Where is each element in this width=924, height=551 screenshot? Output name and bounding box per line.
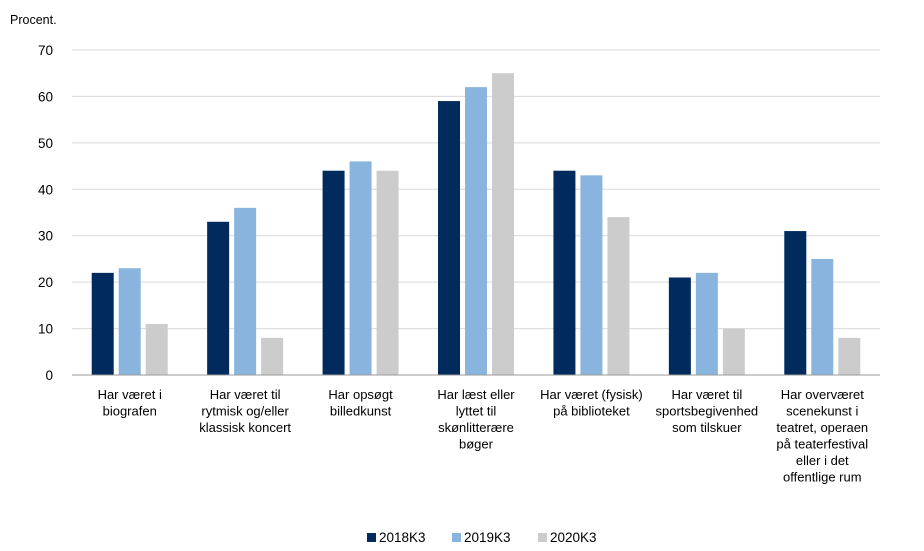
legend-swatch-2018K3: [367, 533, 376, 542]
bar-2018K3-2: [322, 170, 345, 375]
bar-2019K3-3: [465, 87, 487, 376]
y-tick-label: 20: [38, 275, 53, 290]
y-axis-ticks: 0 10 20 30 40 50 60 70: [38, 43, 53, 383]
x-category-label-line: klassisk koncert: [199, 420, 291, 435]
bar-2020K3-1: [261, 337, 284, 375]
bar-2019K3-4: [580, 175, 603, 375]
y-tick-label: 50: [38, 136, 53, 151]
legend-swatch-2019K3: [452, 533, 461, 542]
x-category-label-line: bøger: [459, 437, 494, 452]
x-category-label: Har været i biografen: [98, 387, 162, 419]
x-category-label: Har læst eller lyttet til skønlitterære bøg…: [437, 387, 515, 452]
x-category-label-line: Har overværet: [781, 387, 864, 402]
bar-2019K3-0: [118, 268, 141, 375]
x-category-label-line: biografen: [103, 404, 157, 419]
x-category-label: Har været (fysisk) på biblioteket: [540, 387, 643, 419]
x-category-label-line: scenekunst i: [786, 404, 858, 419]
bar-2020K3-5: [722, 328, 745, 375]
x-category-label-line: Har været til: [671, 387, 742, 402]
bar-2018K3-4: [553, 170, 576, 375]
x-category-label-line: teatret, operaen: [776, 420, 868, 435]
y-tick-label: 10: [38, 322, 53, 337]
bar-2018K3-0: [91, 272, 114, 375]
x-category-label-line: Har været (fysisk): [540, 387, 643, 402]
x-category-label-line: lyttet til: [456, 404, 497, 419]
x-category-label: Har opsøgt billedkunst: [328, 387, 393, 419]
bar-2019K3-5: [695, 272, 718, 375]
x-category-label-line: skønlitterære: [438, 420, 514, 435]
y-tick-label: 30: [38, 229, 53, 244]
x-category-label: Har overværet scenekunst i teatret, operae…: [776, 387, 868, 485]
bar-2020K3-3: [492, 73, 514, 375]
bar-2019K3-1: [234, 207, 257, 375]
bar-2019K3-2: [349, 161, 372, 375]
x-category-label-line: offentlige rum: [783, 470, 862, 485]
x-category-label-line: Har opsøgt: [328, 387, 393, 402]
bar-2020K3-4: [607, 217, 630, 375]
y-tick-label: 0: [45, 368, 53, 383]
bar-2018K3-5: [668, 277, 691, 375]
bar-2020K3-2: [376, 170, 399, 375]
x-category-label-line: rytmisk og/eller: [201, 404, 289, 419]
bar-2018K3-6: [784, 231, 807, 375]
x-category-label-line: på teaterfestival: [776, 437, 868, 452]
legend-swatch-2020K3: [538, 533, 547, 542]
x-category-label-line: Har læst eller: [437, 387, 515, 402]
x-category-label-line: Har været i: [98, 387, 162, 402]
bar-2018K3-1: [207, 221, 230, 375]
x-category-label-line: billedkunst: [330, 404, 392, 419]
bar-2020K3-6: [838, 337, 861, 375]
x-category-label-line: sportsbegivenhed: [656, 404, 759, 419]
legend-label-2018K3: 2018K3: [379, 530, 426, 545]
legend-label-2019K3: 2019K3: [464, 530, 511, 545]
x-category-label-line: eller i det: [796, 453, 849, 468]
legend-label-2020K3: 2020K3: [550, 530, 597, 545]
y-axis-unit-label: Procent.: [10, 13, 57, 27]
bar-2020K3-0: [145, 323, 168, 375]
x-axis-category-labels: Har været i biografen Har været til rytmisk…: [98, 387, 869, 485]
y-tick-label: 40: [38, 182, 53, 197]
x-category-label-line: Har været til: [210, 387, 281, 402]
x-category-label: Har været til rytmisk og/eller klassisk ko…: [199, 387, 291, 435]
x-category-label-line: på biblioteket: [553, 404, 630, 419]
y-tick-label: 60: [38, 89, 53, 104]
bar-2018K3-3: [438, 101, 460, 376]
x-category-label: Har været til sportsbegivenhed som tilskue…: [656, 387, 759, 435]
x-category-label-line: som tilskuer: [672, 420, 742, 435]
bars: [91, 73, 861, 376]
y-tick-label: 70: [38, 43, 53, 58]
legend: 2018K3 2019K3 2020K3: [367, 530, 597, 545]
bar-2019K3-6: [811, 258, 834, 375]
